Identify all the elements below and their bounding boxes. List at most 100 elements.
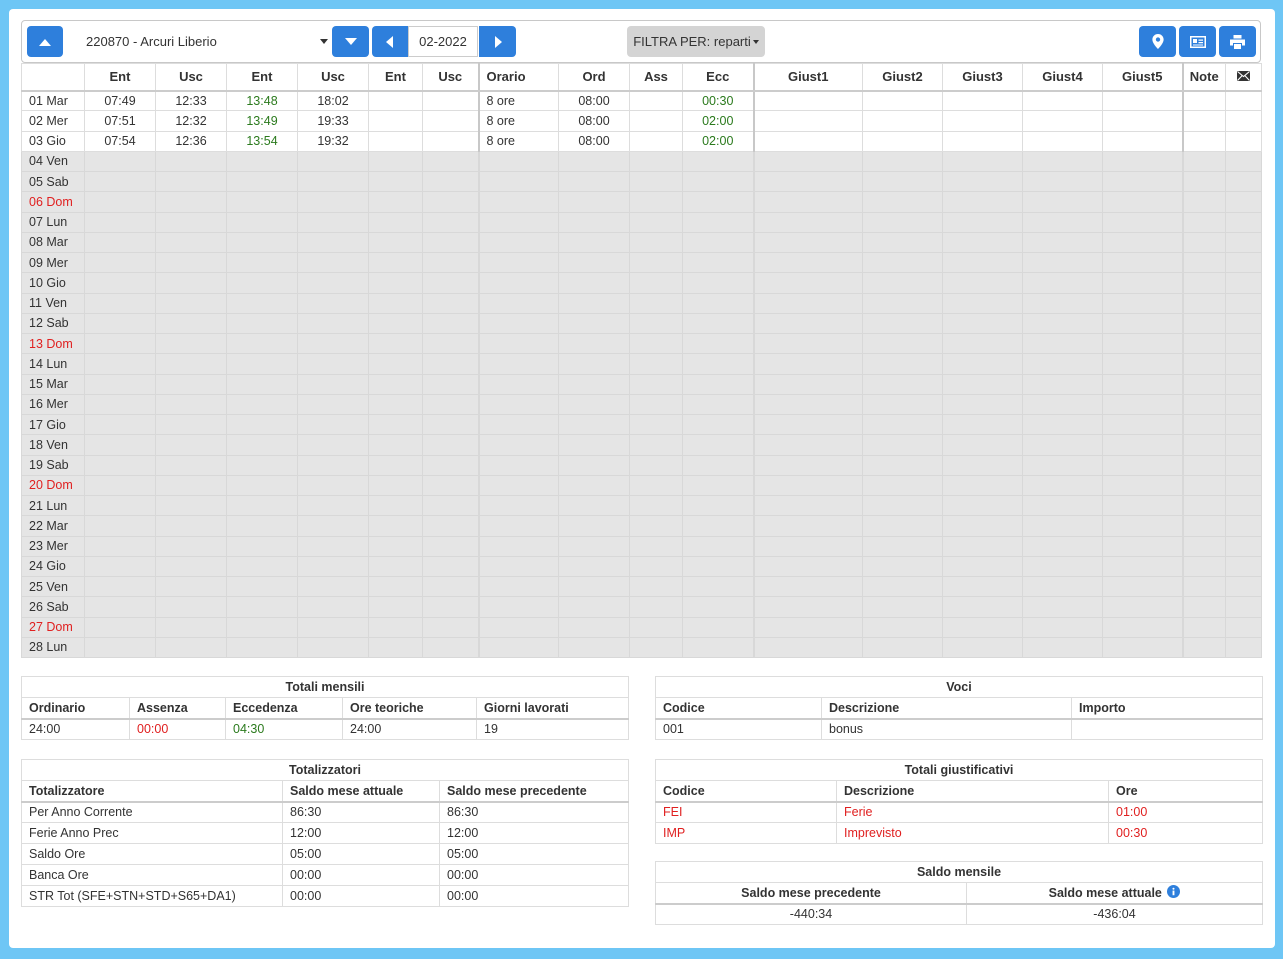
- usc1-cell[interactable]: [155, 231, 227, 254]
- giust3-cell[interactable]: [942, 191, 1023, 213]
- giust3-cell[interactable]: [942, 251, 1023, 274]
- message-cell[interactable]: [1225, 596, 1262, 618]
- giust5-cell[interactable]: [1102, 555, 1183, 578]
- usc2-cell[interactable]: [297, 211, 369, 233]
- giust2-cell[interactable]: [862, 89, 943, 112]
- ecc-cell[interactable]: [682, 332, 754, 355]
- giust2-cell[interactable]: [862, 636, 943, 659]
- ord-cell[interactable]: [558, 636, 630, 659]
- note-cell[interactable]: [1181, 231, 1226, 254]
- giust4-cell[interactable]: [1022, 312, 1103, 335]
- giust1-cell[interactable]: [752, 150, 863, 173]
- giust4-cell[interactable]: [1022, 292, 1103, 314]
- giust4-cell[interactable]: [1022, 332, 1103, 355]
- usc1-cell[interactable]: [155, 211, 227, 233]
- giust3-cell[interactable]: [942, 130, 1023, 152]
- ent2-cell[interactable]: [226, 312, 298, 335]
- giust3-cell[interactable]: [942, 494, 1023, 517]
- usc3-cell[interactable]: [422, 272, 479, 294]
- message-cell[interactable]: [1225, 616, 1262, 638]
- usc1-cell[interactable]: [155, 353, 227, 375]
- usc3-cell[interactable]: [422, 515, 479, 537]
- envelope-icon[interactable]: [1225, 63, 1262, 92]
- giust2-cell[interactable]: [862, 413, 943, 436]
- message-cell[interactable]: [1225, 110, 1262, 132]
- ent1-cell[interactable]: [84, 434, 156, 456]
- usc3-cell[interactable]: [422, 170, 479, 193]
- orario-cell[interactable]: [477, 413, 559, 436]
- giust3-cell[interactable]: [942, 312, 1023, 335]
- giust4-cell[interactable]: [1022, 434, 1103, 456]
- giust4-cell[interactable]: [1022, 231, 1103, 254]
- giust5-cell[interactable]: [1102, 515, 1183, 537]
- month-field[interactable]: 02-2022: [408, 26, 478, 57]
- ent3-cell[interactable]: [368, 474, 423, 497]
- table-row[interactable]: 16 Mer: [21, 393, 1262, 416]
- ent3-cell[interactable]: [368, 130, 423, 152]
- note-cell[interactable]: [1181, 413, 1226, 436]
- ass-cell[interactable]: [629, 150, 683, 173]
- usc3-cell[interactable]: [422, 251, 479, 274]
- ecc-cell[interactable]: [682, 434, 754, 456]
- note-cell[interactable]: [1181, 292, 1226, 314]
- giust3-cell[interactable]: [942, 555, 1023, 578]
- orario-cell[interactable]: [477, 292, 559, 314]
- ent2-cell[interactable]: [226, 474, 298, 497]
- table-row[interactable]: 28 Lun: [21, 636, 1262, 659]
- usc3-cell[interactable]: [422, 373, 479, 395]
- giust2-cell[interactable]: [862, 535, 943, 557]
- ass-cell[interactable]: [629, 312, 683, 335]
- giust1-cell[interactable]: [752, 434, 863, 456]
- ord-cell[interactable]: [558, 434, 630, 456]
- message-cell[interactable]: [1225, 373, 1262, 395]
- giust4-cell[interactable]: [1022, 170, 1103, 193]
- giust3-cell[interactable]: [942, 231, 1023, 254]
- message-cell[interactable]: [1225, 474, 1262, 497]
- ent2-cell[interactable]: 13:49: [226, 110, 298, 132]
- message-cell[interactable]: [1225, 292, 1262, 314]
- ent3-cell[interactable]: [368, 555, 423, 578]
- giust5-cell[interactable]: [1102, 89, 1183, 112]
- giust1-cell[interactable]: [752, 413, 863, 436]
- ord-cell[interactable]: [558, 272, 630, 294]
- ent3-cell[interactable]: [368, 413, 423, 436]
- table-row[interactable]: 02 Mer 07:51 12:32 13:49 19:33 8 ore 08:…: [21, 110, 1262, 132]
- usc1-cell[interactable]: 12:32: [155, 110, 227, 132]
- ent3-cell[interactable]: [368, 494, 423, 517]
- note-cell[interactable]: [1181, 636, 1226, 659]
- giust3-cell[interactable]: [942, 636, 1023, 659]
- message-cell[interactable]: [1225, 636, 1262, 659]
- filter-dropdown[interactable]: FILTRA PER: reparti: [627, 26, 765, 57]
- giust1-cell[interactable]: [752, 555, 863, 578]
- ent2-cell[interactable]: [226, 332, 298, 355]
- giust2-cell[interactable]: [862, 231, 943, 254]
- table-row[interactable]: 08 Mar: [21, 231, 1262, 254]
- ent1-cell[interactable]: 07:49: [84, 89, 156, 112]
- note-cell[interactable]: [1181, 251, 1226, 274]
- ent1-cell[interactable]: [84, 494, 156, 517]
- giust1-cell[interactable]: [752, 211, 863, 233]
- ent1-cell[interactable]: [84, 474, 156, 497]
- usc2-cell[interactable]: [297, 434, 369, 456]
- giust5-cell[interactable]: [1102, 211, 1183, 233]
- location-button[interactable]: [1139, 26, 1176, 57]
- ent2-cell[interactable]: [226, 413, 298, 436]
- ord-cell[interactable]: [558, 332, 630, 355]
- next-employee-button[interactable]: [332, 26, 369, 57]
- ass-cell[interactable]: [629, 373, 683, 395]
- usc2-cell[interactable]: [297, 353, 369, 375]
- message-cell[interactable]: [1225, 353, 1262, 375]
- usc2-cell[interactable]: [297, 332, 369, 355]
- giust2-cell[interactable]: [862, 130, 943, 152]
- ent1-cell[interactable]: [84, 393, 156, 416]
- ass-cell[interactable]: [629, 616, 683, 638]
- usc2-cell[interactable]: 19:32: [297, 130, 369, 152]
- giust5-cell[interactable]: [1102, 575, 1183, 598]
- giust5-cell[interactable]: [1102, 170, 1183, 193]
- ord-cell[interactable]: [558, 170, 630, 193]
- usc3-cell[interactable]: [422, 596, 479, 618]
- ecc-cell[interactable]: [682, 413, 754, 436]
- usc3-cell[interactable]: [422, 110, 479, 132]
- ass-cell[interactable]: [629, 292, 683, 314]
- note-cell[interactable]: [1181, 130, 1226, 152]
